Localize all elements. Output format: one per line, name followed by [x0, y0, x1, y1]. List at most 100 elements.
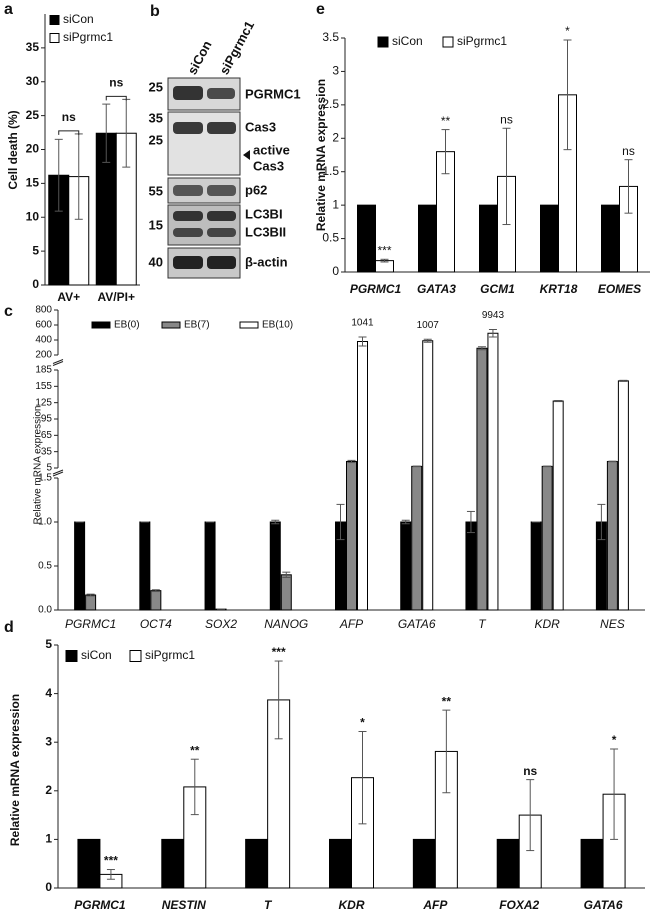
bar — [357, 341, 368, 611]
bar — [329, 838, 352, 889]
legend-label: siCon — [392, 34, 423, 48]
y-tick-label: 5 — [46, 463, 52, 474]
significance-bracket — [58, 130, 80, 135]
error-bar — [358, 336, 367, 347]
lane-label: siCon — [184, 38, 214, 77]
y-tick-label: 0.0 — [38, 605, 52, 616]
error-bar — [380, 258, 389, 263]
legend-label: siPgrmc1 — [145, 648, 195, 662]
panel-letter: d — [4, 619, 14, 636]
y-tick-label: 1 — [45, 832, 52, 846]
error-bar — [488, 329, 497, 338]
significance: * — [612, 733, 617, 747]
bar — [269, 521, 281, 611]
x-tick-label: PGRMC1 — [65, 617, 116, 631]
significance: ns — [622, 144, 635, 158]
band — [173, 256, 203, 269]
x-tick-label: GATA6 — [584, 898, 623, 912]
y-tick-label: 95 — [41, 414, 53, 425]
legend-label: EB(7) — [184, 320, 210, 331]
bar — [400, 521, 412, 611]
y-tick-label: 0.5 — [38, 561, 52, 572]
significance: ** — [442, 694, 452, 708]
y-tick-label: 1.0 — [38, 517, 52, 528]
bar — [245, 838, 269, 889]
x-tick-label: T — [478, 617, 487, 631]
x-tick-label: NESTIN — [162, 898, 206, 912]
x-tick-label: SOX2 — [205, 617, 237, 631]
band-label: LC3BI — [245, 206, 283, 221]
y-tick-label: 0.5 — [322, 231, 339, 245]
y-tick-label: 25 — [26, 108, 40, 122]
error-bar — [102, 103, 111, 163]
legend-label: siCon — [81, 648, 112, 662]
x-tick-label: AV/PI+ — [98, 290, 135, 304]
x-tick-label: PGRMC1 — [74, 898, 126, 912]
axis-break — [52, 469, 64, 475]
y-tick-label: 10 — [26, 209, 40, 223]
lane-label: siPgrmc1 — [216, 18, 257, 77]
panel-letter: c — [4, 303, 13, 320]
error-bar — [151, 589, 160, 593]
significance: ns — [109, 76, 123, 90]
bar — [606, 460, 618, 611]
significance: ns — [62, 110, 76, 124]
y-tick-label: 1.5 — [38, 473, 52, 484]
error-bar — [54, 138, 63, 212]
x-tick-label: AFP — [422, 898, 448, 912]
y-axis-label: Relative mRNA expression — [8, 694, 22, 846]
bar — [161, 838, 185, 889]
legend-swatch — [129, 650, 142, 662]
band — [207, 88, 235, 99]
western-blot: b siCon siPgrmc1 25 35 25 55 15 40 PGRMC… — [149, 3, 301, 279]
legend-swatch — [49, 33, 60, 43]
band-label: Cas3 — [253, 158, 284, 173]
error-bar — [412, 465, 421, 468]
band-label: β-actin — [245, 254, 288, 269]
y-tick-label: 5 — [45, 637, 52, 651]
error-bar — [441, 129, 450, 175]
y-tick-label: 35 — [41, 446, 53, 457]
panel-letter: e — [316, 1, 325, 18]
mw-marker: 35 — [149, 110, 163, 125]
panel-letter: b — [150, 3, 160, 20]
legend-swatch — [161, 321, 181, 329]
error-bar — [423, 338, 432, 343]
axis-break — [52, 471, 64, 477]
error-bar — [466, 510, 475, 534]
bar — [74, 521, 86, 611]
legend-swatch — [65, 650, 78, 662]
y-tick-label: 0 — [45, 880, 52, 894]
y-tick-label: 65 — [41, 430, 53, 441]
bar — [580, 838, 604, 889]
y-tick-label: 600 — [35, 320, 52, 331]
error-bar — [347, 459, 356, 464]
error-bar — [610, 748, 619, 840]
arrow — [243, 150, 250, 160]
mw-marker: 25 — [149, 132, 163, 147]
error-bar — [401, 519, 410, 525]
significance: *** — [377, 243, 391, 257]
band — [173, 122, 203, 134]
error-bar — [477, 346, 486, 351]
bar — [150, 590, 162, 611]
bar — [77, 838, 101, 889]
x-tick-label: PGRMC1 — [350, 282, 402, 296]
error-bar — [554, 399, 563, 403]
y-tick-label: 0 — [32, 277, 39, 291]
y-tick-label: 3 — [45, 734, 52, 748]
legend-label: EB(0) — [114, 320, 140, 331]
y-axis-label: Relative mRNA expression — [33, 406, 44, 525]
error-bar — [624, 159, 633, 214]
bar — [479, 204, 498, 273]
y-axis-label: Cell death (%) — [6, 110, 20, 189]
bar — [552, 400, 564, 611]
x-tick-label: FOXA2 — [499, 898, 539, 912]
error-bar — [336, 503, 345, 541]
significance: ** — [441, 114, 451, 128]
bar-annotation: 1007 — [417, 320, 440, 331]
y-tick-label: 35 — [26, 40, 40, 54]
legend-label: EB(10) — [262, 320, 293, 331]
bar — [601, 204, 620, 273]
x-tick-label: GCM1 — [480, 282, 515, 296]
